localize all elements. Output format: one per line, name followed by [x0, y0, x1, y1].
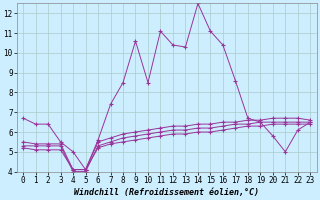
X-axis label: Windchill (Refroidissement éolien,°C): Windchill (Refroidissement éolien,°C)	[74, 188, 259, 197]
